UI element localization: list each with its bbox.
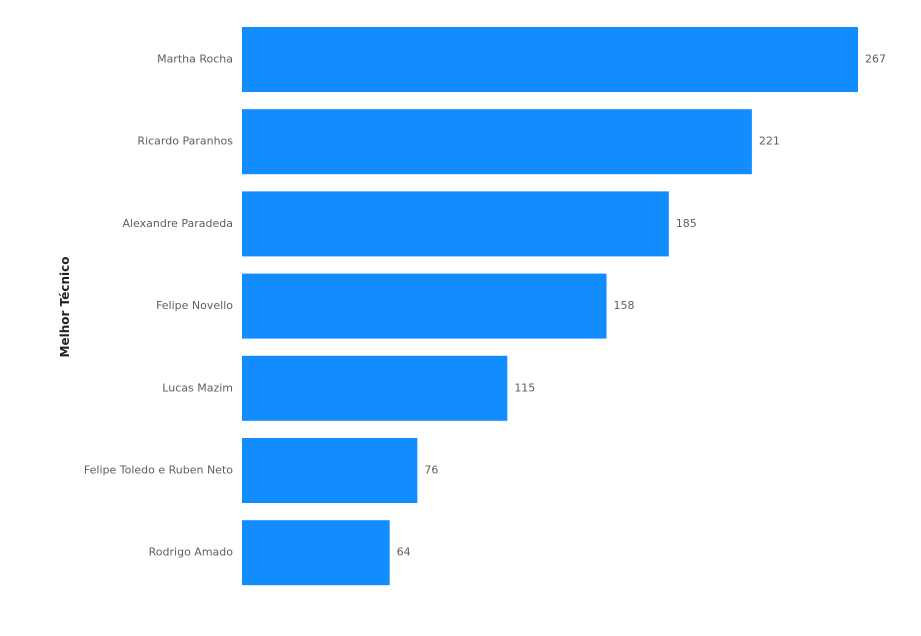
category-label-3: Felipe Novello bbox=[156, 299, 233, 312]
category-label-5: Felipe Toledo e Ruben Neto bbox=[84, 464, 233, 477]
bar-0[interactable] bbox=[242, 27, 858, 92]
category-label-0: Martha Rocha bbox=[157, 53, 233, 66]
category-label-1: Ricardo Paranhos bbox=[137, 135, 233, 148]
data-label-5: 76 bbox=[424, 464, 438, 477]
category-label-6: Rodrigo Amado bbox=[149, 546, 234, 559]
bar-3[interactable] bbox=[242, 273, 607, 339]
bar-4[interactable] bbox=[242, 355, 508, 421]
data-label-3: 158 bbox=[614, 299, 635, 312]
data-label-6: 64 bbox=[397, 546, 411, 559]
bar-5[interactable] bbox=[242, 438, 418, 503]
bar-1[interactable] bbox=[242, 109, 752, 175]
y-axis-title: Melhor Técnico bbox=[58, 256, 72, 358]
data-label-4: 115 bbox=[514, 381, 535, 394]
category-label-4: Lucas Mazim bbox=[162, 381, 233, 394]
bar-6[interactable] bbox=[242, 520, 390, 586]
data-label-1: 221 bbox=[759, 135, 780, 148]
data-label-2: 185 bbox=[676, 217, 697, 230]
bar-2[interactable] bbox=[242, 191, 669, 257]
category-label-2: Alexandre Paradeda bbox=[122, 217, 233, 230]
data-label-0: 267 bbox=[865, 53, 886, 66]
